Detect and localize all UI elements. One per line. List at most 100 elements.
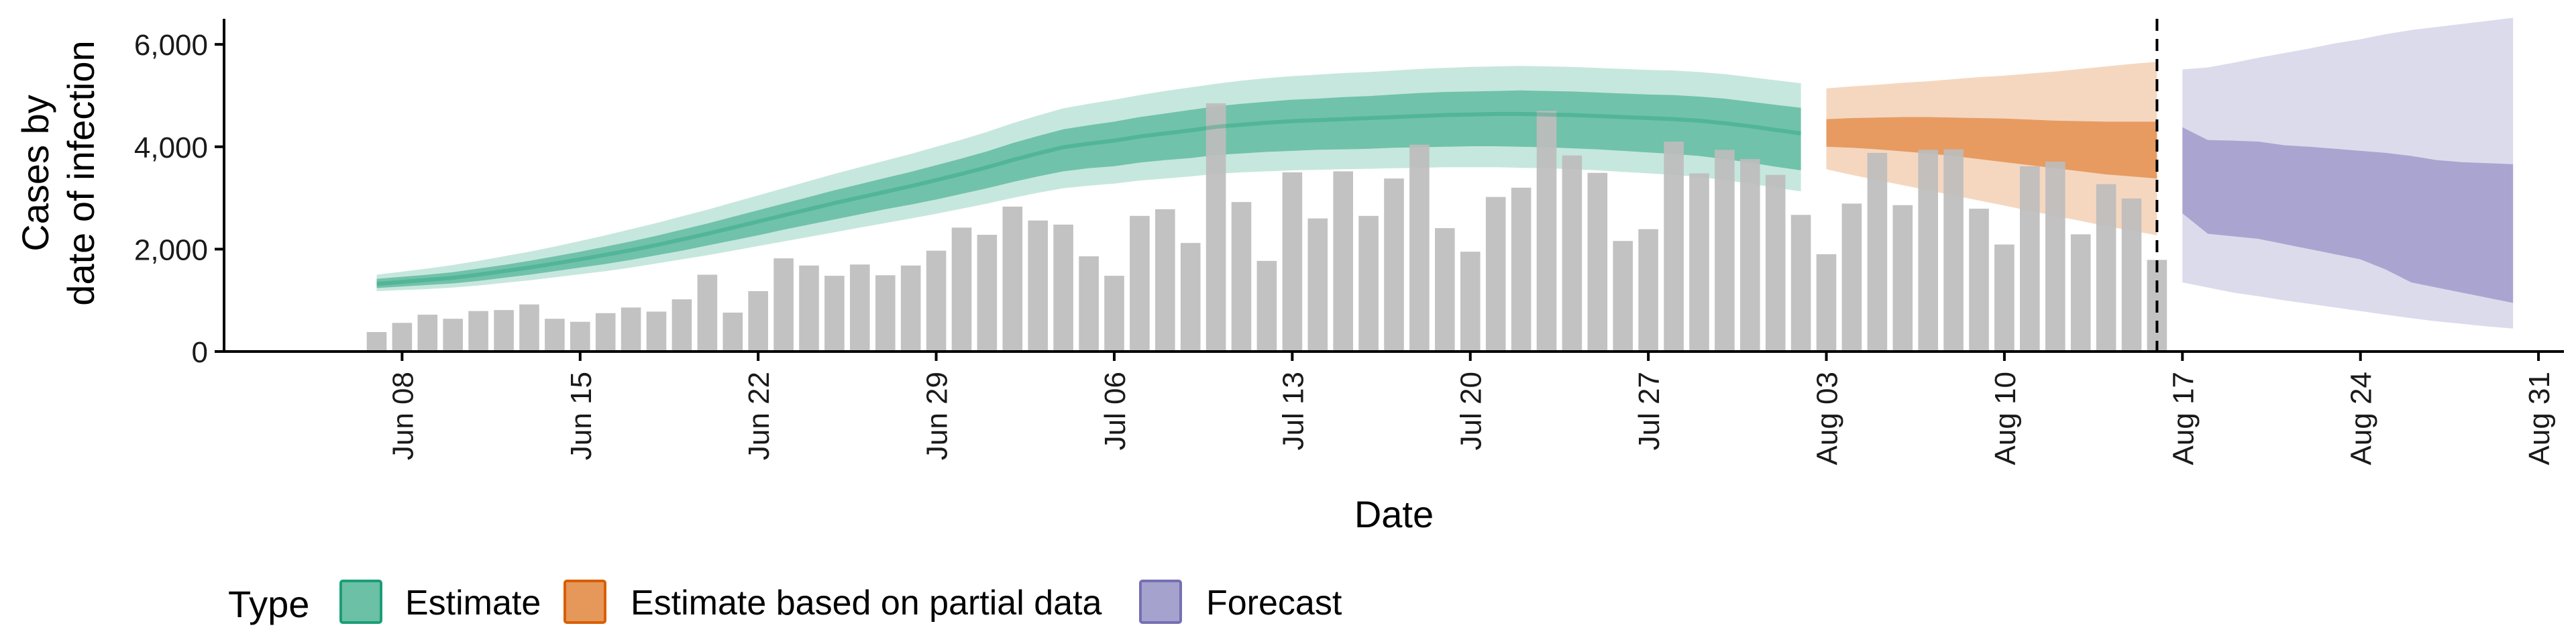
x-axis-ticks: Jun 08 Jun 15 Jun 22 Jun 29 Jul 06 Jul 13 Jul … (386, 352, 2556, 465)
bar (875, 275, 896, 352)
bar (1740, 159, 1760, 352)
bar (443, 319, 463, 352)
bar (1205, 103, 1226, 352)
bar (1562, 155, 1582, 352)
bar (1307, 218, 1328, 352)
legend-swatch-forecast (1139, 580, 1182, 624)
y-tick-label: 6,000 (134, 29, 208, 62)
bar (697, 274, 718, 352)
legend-label-estimate: Estimate (405, 584, 541, 623)
bar (2045, 161, 2065, 352)
x-tick-label: Jul 06 (1099, 372, 1132, 450)
bar (748, 291, 768, 352)
bar (1511, 187, 1532, 352)
bar (722, 313, 743, 352)
y-axis-ticks: 0 2,000 4,000 6,000 (134, 29, 224, 369)
partial-data-inner-band (1826, 117, 2157, 179)
bar (1918, 150, 1938, 352)
bar (468, 311, 488, 352)
forecast-inner-band (2182, 127, 2514, 303)
bar (824, 276, 845, 352)
legend-label-forecast: Forecast (1206, 584, 1342, 623)
bands-layer (376, 17, 2514, 329)
bar (1892, 205, 1913, 352)
bar (1765, 174, 1786, 352)
bar (417, 315, 438, 352)
y-tick-label: 0 (192, 336, 208, 369)
legend-item-partial-data: Estimate based on partial data (564, 580, 1102, 624)
bar (1867, 152, 1888, 352)
bar (1943, 149, 1964, 352)
y-axis-title-line1: Cases by (14, 95, 56, 251)
bar (1282, 172, 1303, 352)
estimate-inner-band (376, 90, 1801, 288)
bar (1587, 172, 1608, 352)
legend: Type Estimate Estimate based on partial … (228, 580, 1342, 625)
bar (621, 307, 641, 352)
legend-swatch-estimate (339, 580, 382, 624)
bar (1715, 150, 1735, 352)
bar (2020, 166, 2040, 352)
bar (1130, 215, 1150, 352)
bar (672, 299, 692, 352)
x-tick-label: Jun 29 (921, 372, 954, 460)
y-tick-label: 2,000 (134, 233, 208, 266)
bar (1409, 144, 1430, 352)
bar (1180, 243, 1201, 352)
bar (2070, 234, 2091, 352)
legend-label-partial-data: Estimate based on partial data (631, 584, 1102, 623)
legend-item-forecast: Forecast (1139, 580, 1342, 624)
bar (1638, 229, 1658, 352)
bar (519, 304, 539, 352)
x-tick-label: Aug 31 (2523, 372, 2556, 465)
bar (392, 323, 413, 352)
x-tick-label: Aug 10 (1989, 372, 2022, 465)
bar (1994, 244, 2015, 352)
x-axis-title: Date (1354, 493, 1434, 535)
bars-layer (366, 103, 2167, 352)
bar (2121, 198, 2142, 352)
bar (1969, 209, 1989, 352)
y-tick-label: 4,000 (134, 131, 208, 164)
bar (1358, 215, 1379, 352)
bar (1664, 142, 1684, 352)
x-tick-label: Jul 13 (1277, 372, 1309, 450)
bar (951, 227, 972, 352)
bar (1460, 252, 1481, 352)
bar (1816, 254, 1837, 352)
bar (1028, 220, 1048, 352)
bar (366, 332, 387, 352)
bar (1790, 215, 1811, 352)
bar (1002, 207, 1023, 352)
bar (570, 321, 590, 352)
bar (1689, 173, 1709, 352)
bar (1333, 171, 1353, 352)
x-tick-label: Aug 03 (1811, 372, 1844, 465)
bar (1256, 260, 1277, 352)
legend-item-estimate: Estimate (339, 580, 541, 624)
estimate-median-line (376, 111, 1802, 286)
bar (799, 265, 819, 352)
bar (1079, 256, 1099, 352)
bar (900, 265, 921, 352)
bar (2096, 184, 2116, 352)
bar (1053, 224, 1073, 352)
x-tick-label: Jun 22 (743, 372, 775, 460)
y-axis-title-line2: date of infection (60, 40, 102, 305)
bar (545, 319, 565, 352)
bar (773, 258, 794, 352)
bar (1384, 178, 1404, 352)
bar (926, 250, 947, 352)
legend-title: Type (228, 583, 309, 625)
bar (494, 310, 514, 352)
bar (595, 313, 616, 352)
x-tick-label: Jul 27 (1633, 372, 1666, 450)
bar (1104, 276, 1124, 352)
bar (1613, 241, 1633, 352)
x-tick-label: Jul 20 (1455, 372, 1488, 450)
x-tick-label: Jun 08 (386, 372, 419, 460)
bar (1435, 228, 1455, 352)
x-tick-label: Aug 17 (2167, 372, 2200, 465)
median-layer (376, 111, 1802, 286)
bar (850, 264, 870, 352)
